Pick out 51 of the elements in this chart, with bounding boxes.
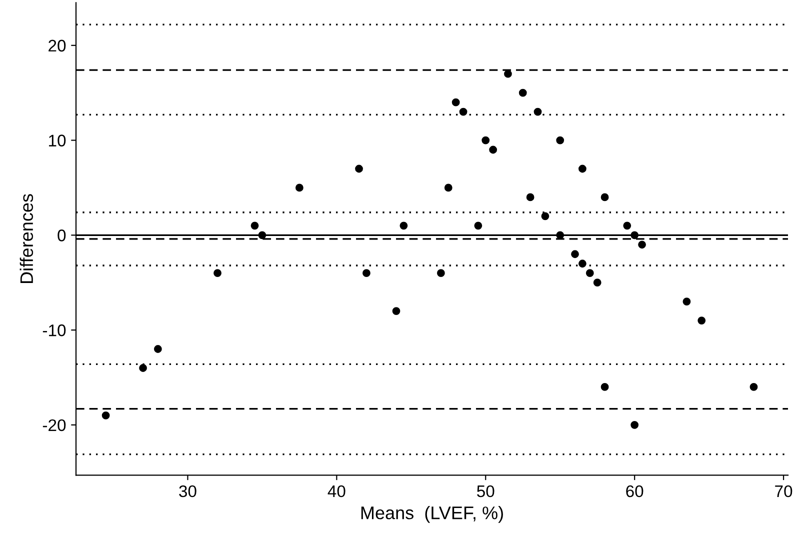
point: [578, 260, 586, 268]
point: [526, 193, 534, 202]
point: [593, 278, 602, 287]
point: [392, 307, 400, 316]
x-tick-label: 40: [328, 485, 346, 498]
y-tick-label: 10: [49, 134, 66, 146]
point: [556, 136, 564, 144]
y-tick-label: 20: [48, 40, 66, 52]
point: [630, 231, 639, 240]
point: [578, 164, 586, 173]
x-axis-title: Means (LVEF, %): [361, 506, 503, 523]
point: [534, 108, 542, 116]
point: [362, 269, 370, 278]
point: [623, 222, 632, 230]
point: [102, 411, 110, 420]
point: [504, 70, 512, 78]
point: [482, 136, 490, 144]
y-tick-label: -10: [42, 324, 66, 336]
point: [698, 316, 706, 324]
y-tick-label: -20: [42, 419, 66, 432]
point: [154, 345, 162, 353]
x-tick-label: 70: [775, 485, 792, 498]
point: [571, 250, 579, 258]
y-axis-title: Differences: [20, 194, 34, 283]
point: [436, 269, 445, 278]
point: [258, 231, 266, 240]
x-tick-label: 30: [179, 485, 196, 498]
point: [518, 88, 527, 97]
point: [250, 222, 259, 230]
point: [474, 222, 482, 230]
point: [600, 193, 609, 202]
point: [444, 184, 452, 192]
point: [459, 108, 468, 116]
point: [139, 364, 147, 372]
point: [355, 164, 363, 173]
point: [400, 222, 408, 230]
point: [682, 298, 691, 306]
x-tick-label: 60: [626, 485, 644, 498]
y-tick-label: 0: [58, 230, 66, 242]
x-tick-label: 50: [477, 485, 494, 498]
point: [295, 184, 304, 192]
point: [214, 269, 222, 278]
point: [541, 212, 550, 220]
point: [600, 383, 609, 391]
point: [556, 231, 564, 240]
point: [638, 240, 646, 249]
point: [489, 146, 498, 154]
point: [750, 383, 758, 391]
point: [630, 420, 639, 429]
point: [452, 98, 460, 106]
point: [586, 269, 594, 278]
